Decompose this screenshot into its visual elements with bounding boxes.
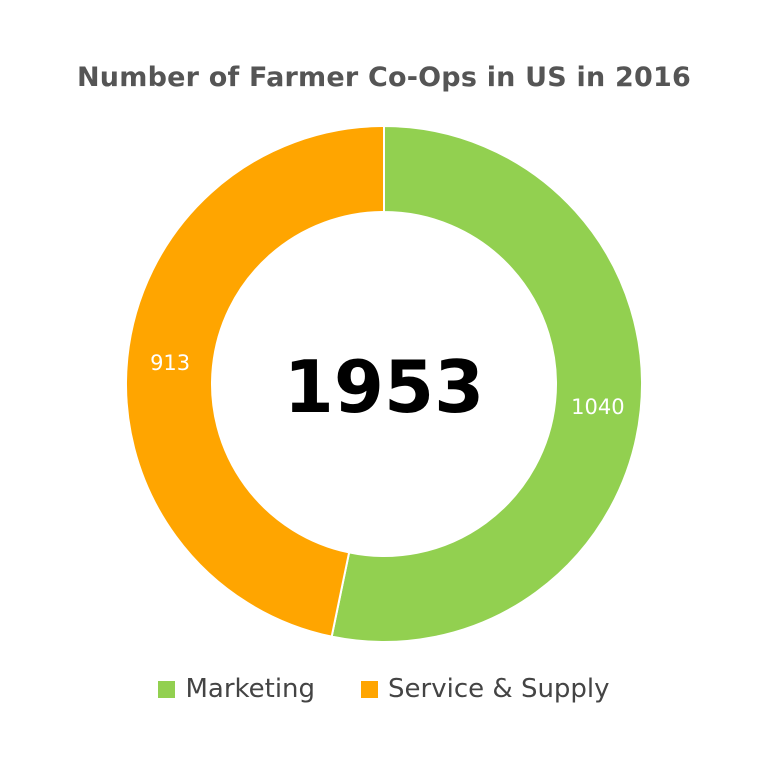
- legend-label-service-supply: Service & Supply: [388, 674, 610, 704]
- legend-swatch-service-supply: [361, 680, 379, 698]
- donut-slice-service-supply: [125, 124, 385, 638]
- slice-value-labels: 1040 913: [150, 351, 625, 419]
- legend-swatch-marketing: [158, 680, 176, 698]
- legend-item-marketing: Marketing: [158, 674, 315, 704]
- slice-value-label: 913: [150, 351, 190, 375]
- donut-slice-marketing: [330, 124, 643, 643]
- legend-label-marketing: Marketing: [185, 674, 316, 704]
- legend-item-service-supply: Service & Supply: [361, 674, 610, 704]
- donut-slices: [125, 124, 643, 643]
- center-total-label: 1953: [284, 345, 484, 429]
- slice-value-label: 1040: [571, 395, 624, 419]
- chart-title: Number of Farmer Co-Ops in US in 2016: [77, 62, 691, 93]
- chart-legend: Marketing Service & Supply: [0, 674, 768, 704]
